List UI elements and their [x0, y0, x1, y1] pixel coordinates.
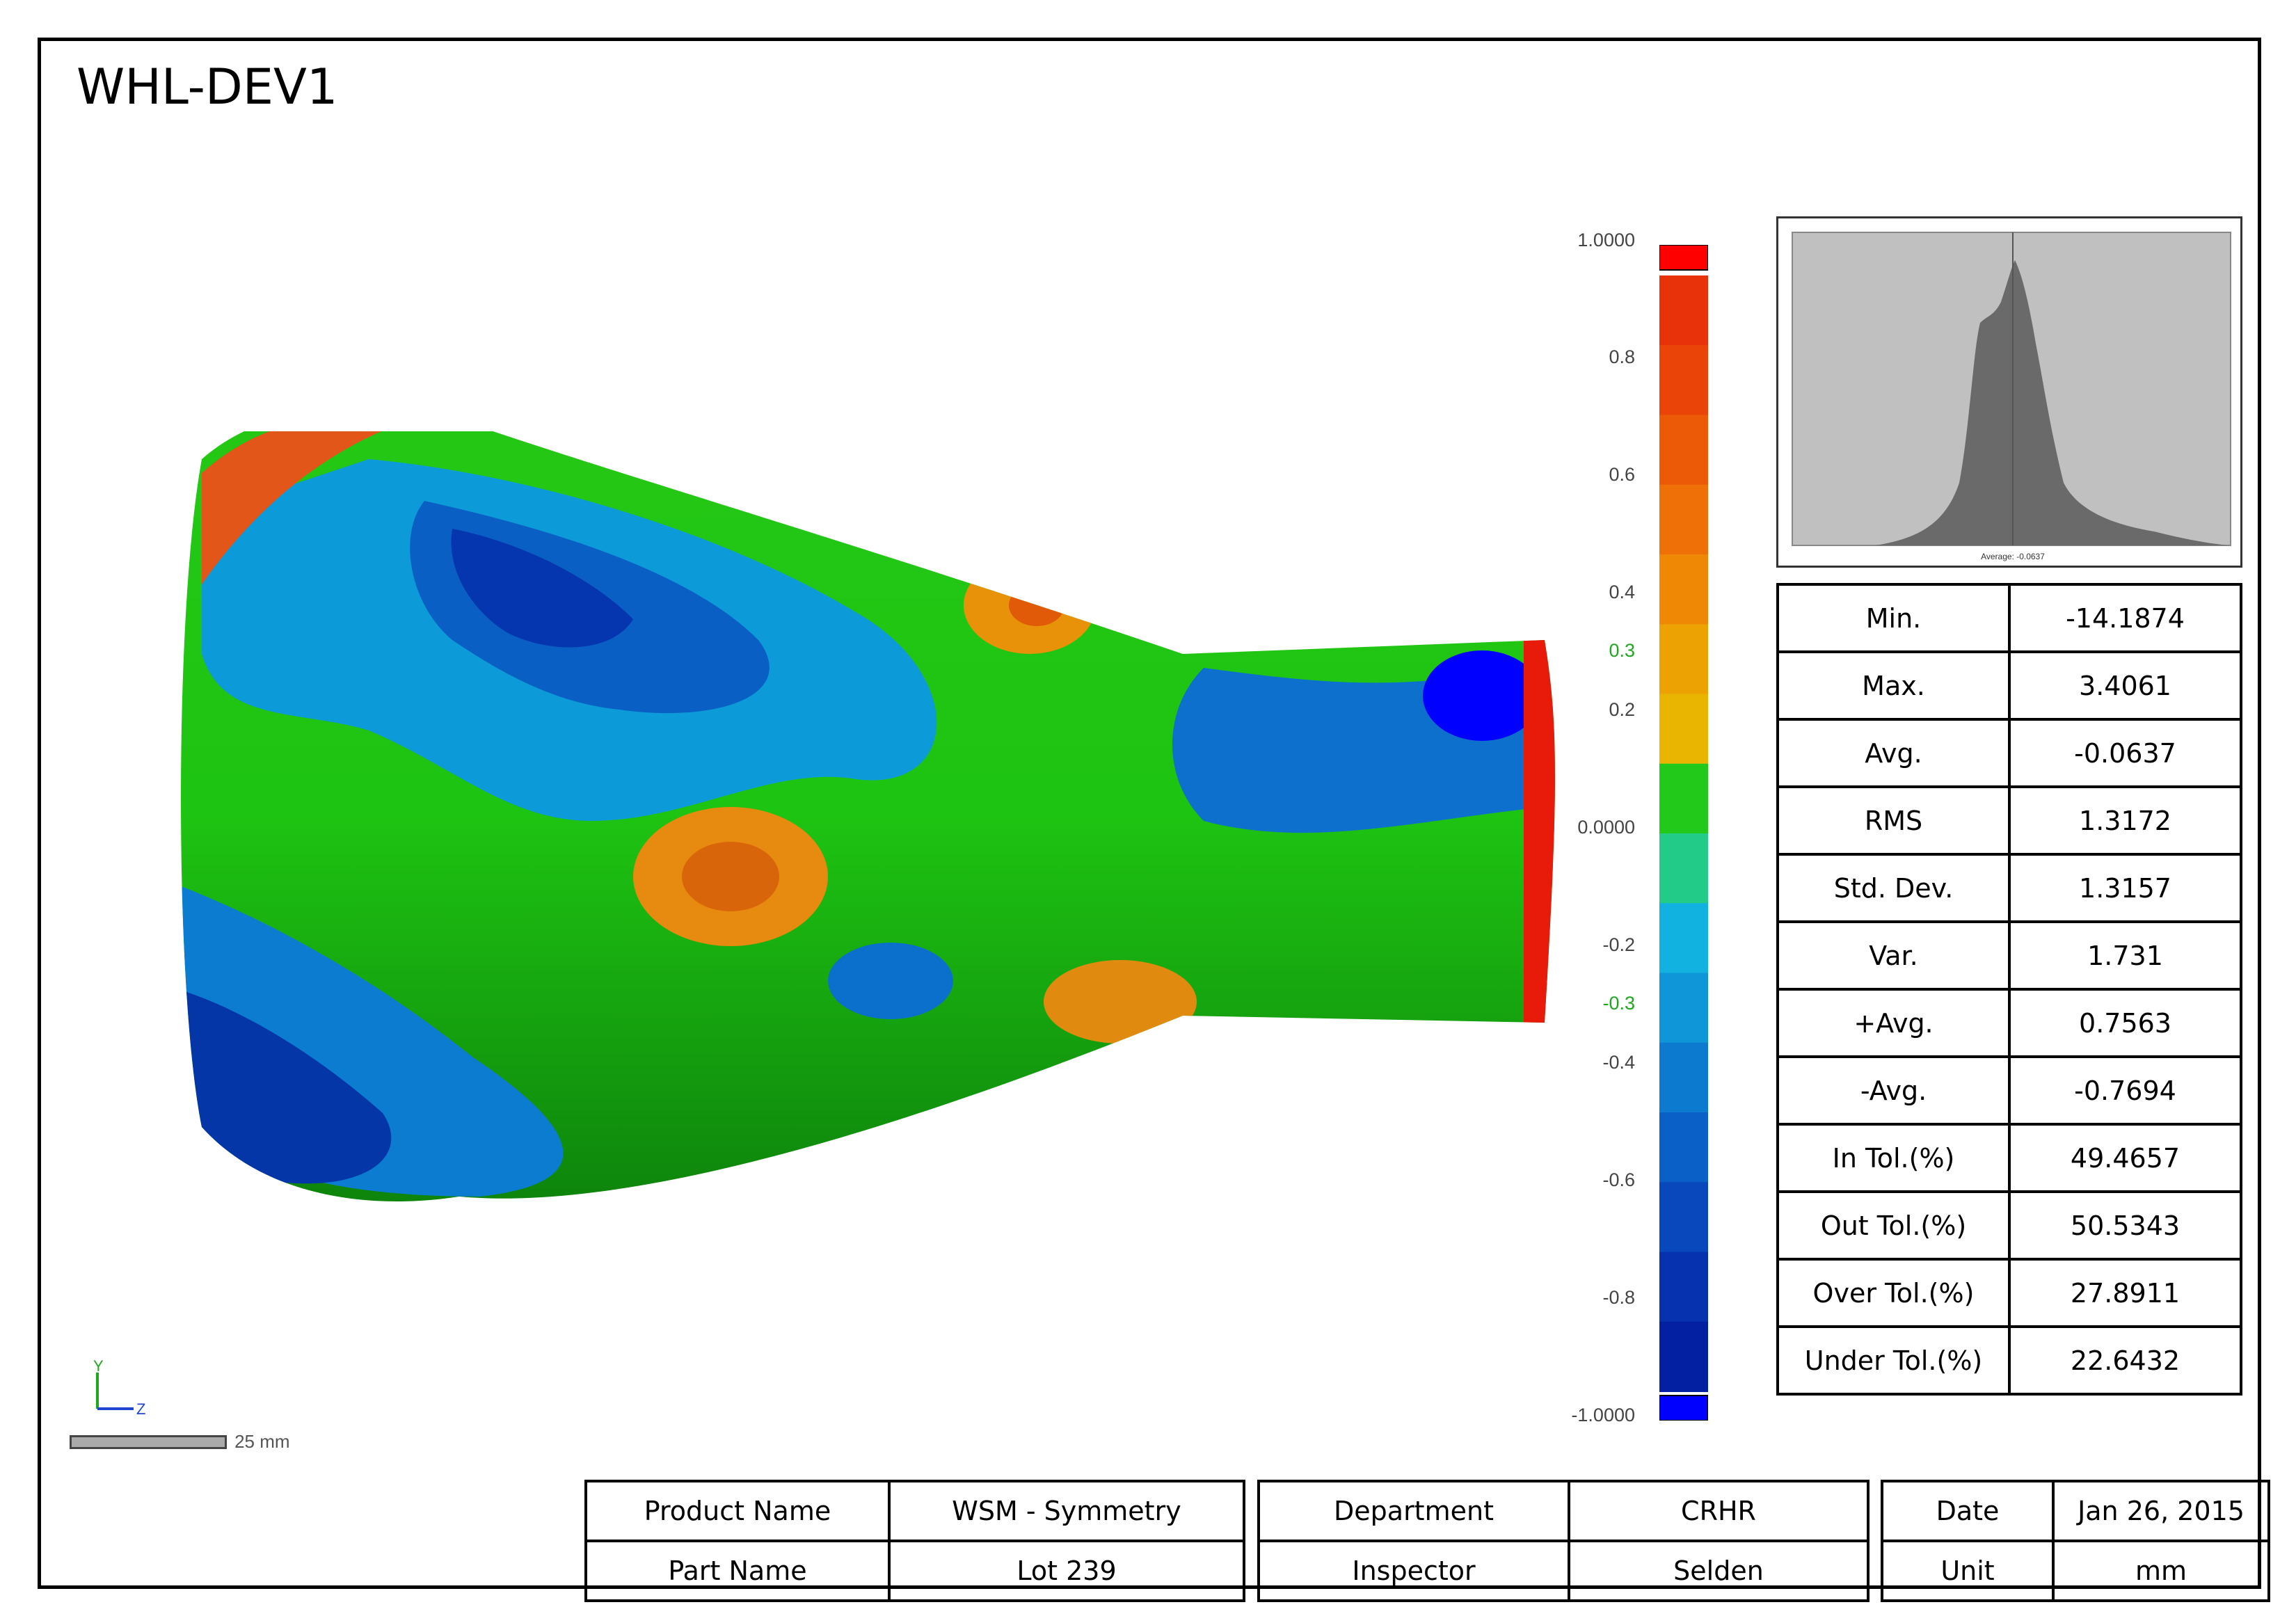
scale-bar-label: 25 mm [234, 1431, 290, 1452]
deviation-color-bar [1659, 245, 1708, 1421]
z-axis-label: Z [136, 1400, 145, 1418]
stat-label: Var. [1776, 920, 2011, 991]
stat-value: 1.731 [2008, 920, 2242, 991]
under-tolerance-swatch [1659, 1395, 1708, 1421]
color-bar-tick: 0.2 [1609, 699, 1635, 720]
stat-label: Min. [1776, 583, 2011, 653]
color-bar-tick: 1.0000 [1577, 230, 1635, 250]
deviation-histogram: Average: -0.0637 [1776, 216, 2242, 568]
color-bar-band [1659, 345, 1708, 416]
stat-label: -Avg. [1776, 1055, 2011, 1126]
color-bar-band [1659, 1042, 1708, 1113]
date-label: Date [1881, 1480, 2055, 1542]
stats-row-avg: Avg. -0.0637 [1776, 718, 2242, 788]
color-bar-band [1659, 1321, 1708, 1392]
color-bar-band [1659, 1112, 1708, 1183]
stat-value: 50.5343 [2008, 1190, 2242, 1261]
stat-label: Max. [1776, 650, 2011, 721]
color-bar-band [1659, 763, 1708, 834]
stats-row-minus-avg: -Avg. -0.7694 [1776, 1055, 2242, 1126]
color-bar-band [1659, 1182, 1708, 1253]
stat-label: Out Tol.(%) [1776, 1190, 2011, 1261]
department-info-table: Department CRHR Inspector Selden [1257, 1480, 1870, 1602]
stat-label: RMS [1776, 785, 2011, 856]
stats-row-plus-avg: +Avg. 0.7563 [1776, 988, 2242, 1058]
color-bar-tick: -0.6 [1602, 1169, 1635, 1190]
part-name-value: Lot 239 [888, 1540, 1245, 1602]
statistics-table: Min. -14.1874 Max. 3.4061 Avg. -0.0637 RMS 1… [1776, 583, 2242, 1396]
stat-label: Avg. [1776, 718, 2011, 788]
date-value: Jan 26, 2015 [2052, 1480, 2270, 1542]
color-bar-labels: 1.0000 0.8 0.6 0.4 0.3 0.2 0.0000 -0.2 -… [1496, 230, 1635, 1440]
color-bar-band [1659, 484, 1708, 555]
color-bar-tick: 0.6 [1609, 464, 1635, 485]
stat-value: 1.3157 [2008, 853, 2242, 923]
stat-value: 0.7563 [2008, 988, 2242, 1058]
color-bar-tick: -0.2 [1602, 934, 1635, 955]
scale-bar-graphic [70, 1434, 227, 1449]
stat-value: 22.6432 [2008, 1325, 2242, 1396]
color-bar-band [1659, 624, 1708, 695]
stat-value: 27.8911 [2008, 1258, 2242, 1328]
date-info-table: Date Jan 26, 2015 Unit mm [1881, 1480, 2270, 1602]
stat-label: Under Tol.(%) [1776, 1325, 2011, 1396]
product-info-table: Product Name WSM - Symmetry Part Name Lo… [584, 1480, 1245, 1602]
product-name-value: WSM - Symmetry [888, 1480, 1245, 1542]
part-name-label: Part Name [584, 1540, 891, 1602]
department-label: Department [1257, 1480, 1570, 1542]
color-bar-tick: -1.0000 [1571, 1405, 1635, 1425]
tolerance-lower-tick: -0.3 [1602, 993, 1635, 1014]
stat-label: +Avg. [1776, 988, 2011, 1058]
stats-row-std-dev: Std. Dev. 1.3157 [1776, 853, 2242, 923]
tolerance-upper-tick: 0.3 [1609, 640, 1635, 661]
color-bar-tick: -0.8 [1602, 1287, 1635, 1308]
stat-value: 1.3172 [2008, 785, 2242, 856]
stats-row-min: Min. -14.1874 [1776, 583, 2242, 653]
color-bar-bands [1659, 275, 1708, 1392]
color-bar-band [1659, 1252, 1708, 1322]
stats-row-var: Var. 1.731 [1776, 920, 2242, 991]
y-axis-label: Y [93, 1360, 104, 1375]
unit-label: Unit [1881, 1540, 2055, 1602]
color-bar-band [1659, 275, 1708, 346]
color-bar-band [1659, 833, 1708, 904]
stat-value: 49.4657 [2008, 1123, 2242, 1193]
stat-value: -0.7694 [2008, 1055, 2242, 1126]
stat-value: -14.1874 [2008, 583, 2242, 653]
color-bar-tick: -0.4 [1602, 1052, 1635, 1073]
stat-value: 3.4061 [2008, 650, 2242, 721]
color-bar-band [1659, 973, 1708, 1044]
color-bar-band [1659, 903, 1708, 974]
color-bar-band [1659, 415, 1708, 486]
report-title: WHL-DEV1 [77, 58, 338, 115]
color-bar-band [1659, 554, 1708, 625]
stats-row-out-tol: Out Tol.(%) 50.5343 [1776, 1190, 2242, 1261]
stat-value: -0.0637 [2008, 718, 2242, 788]
inspector-value: Selden [1568, 1540, 1870, 1602]
over-tolerance-swatch [1659, 245, 1708, 271]
axis-triad: Y Z [93, 1360, 145, 1418]
department-value: CRHR [1568, 1480, 1870, 1542]
stat-label: In Tol.(%) [1776, 1123, 2011, 1193]
stats-row-in-tol: In Tol.(%) 49.4657 [1776, 1123, 2242, 1193]
inspector-label: Inspector [1257, 1540, 1570, 1602]
stats-row-under-tol: Under Tol.(%) 22.6432 [1776, 1325, 2242, 1396]
color-bar-tick: 0.0000 [1577, 817, 1635, 838]
color-bar-band [1659, 694, 1708, 765]
stats-row-over-tol: Over Tol.(%) 27.8911 [1776, 1258, 2242, 1328]
stat-label: Std. Dev. [1776, 853, 2011, 923]
histogram-average-label: Average: -0.0637 [1981, 552, 2045, 561]
stats-row-rms: RMS 1.3172 [1776, 785, 2242, 856]
deviation-3d-view[interactable] [160, 431, 1621, 1266]
part-surface [181, 431, 1555, 1201]
color-bar-tick: 0.4 [1609, 582, 1635, 602]
unit-value: mm [2052, 1540, 2270, 1602]
scale-bar: 25 mm [70, 1431, 290, 1453]
product-name-label: Product Name [584, 1480, 891, 1542]
stats-row-max: Max. 3.4061 [1776, 650, 2242, 721]
color-bar-tick: 0.8 [1609, 346, 1635, 367]
stat-label: Over Tol.(%) [1776, 1258, 2011, 1328]
